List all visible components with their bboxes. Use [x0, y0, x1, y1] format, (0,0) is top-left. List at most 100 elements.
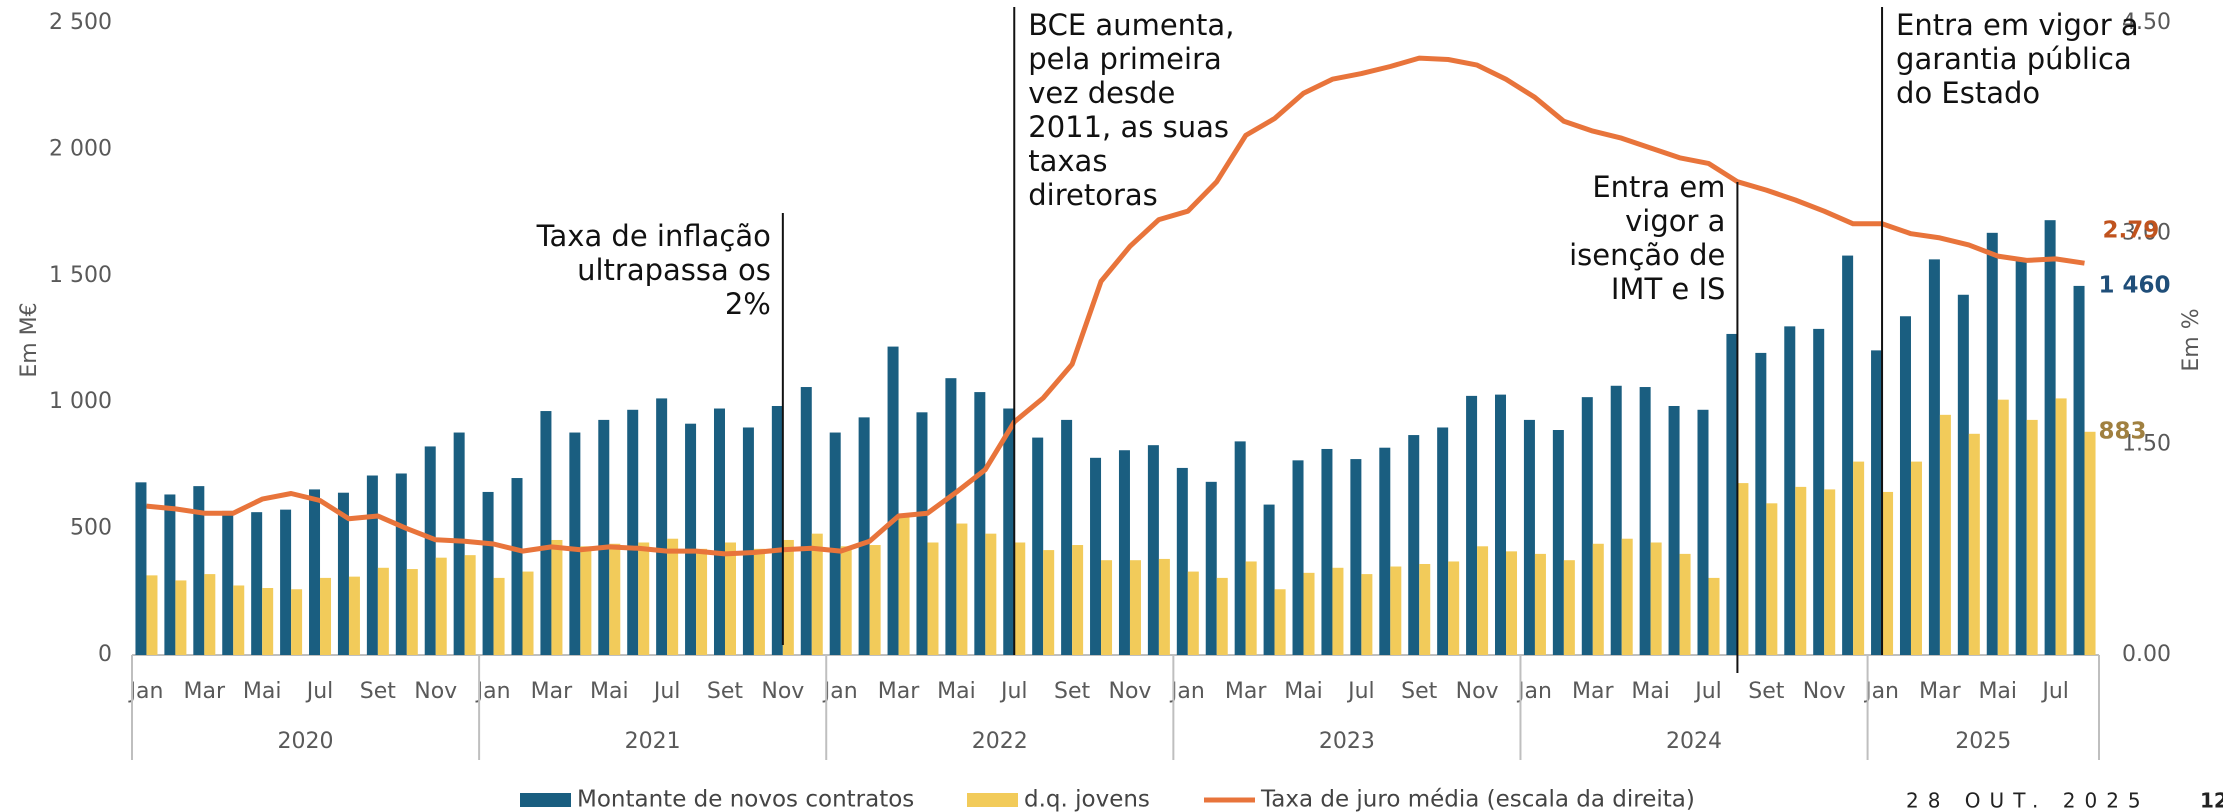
bar	[2026, 419, 2038, 655]
legend-swatch	[520, 793, 571, 807]
bar	[627, 409, 639, 655]
bar	[927, 542, 939, 655]
bar	[493, 577, 505, 655]
y2-tick-label: 0.00	[2122, 642, 2171, 667]
page-number: 12	[2200, 789, 2223, 812]
bar	[222, 510, 234, 655]
legend-label: d.q. jovens	[1024, 787, 1150, 812]
bar	[1361, 574, 1373, 655]
x-tick-label: Mar	[1225, 679, 1267, 704]
bar	[916, 412, 928, 655]
bar	[1523, 419, 1535, 655]
annotation-text: vez desde	[1028, 76, 1175, 110]
x-tick-label: Set	[707, 679, 744, 704]
bar	[1072, 545, 1084, 655]
bar	[280, 509, 292, 655]
bar	[1216, 577, 1228, 655]
bar	[1957, 294, 1969, 655]
bar	[696, 548, 708, 655]
bar	[1263, 504, 1275, 655]
bar	[1495, 394, 1507, 655]
annotation-text: ultrapassa os	[577, 253, 771, 287]
bar	[985, 533, 997, 655]
annotation-text: IMT e IS	[1611, 272, 1726, 306]
y-axis-label: Em M€	[17, 302, 42, 377]
bar	[135, 482, 147, 655]
bar	[406, 569, 418, 655]
year-label: 2024	[1666, 729, 1722, 754]
bar	[435, 557, 447, 655]
bar	[858, 417, 870, 655]
y2-axis-label: Em %	[2179, 308, 2204, 371]
bar	[1292, 460, 1304, 655]
bar	[1737, 483, 1749, 655]
x-tick-label: Jan	[128, 679, 164, 704]
bar	[193, 486, 205, 655]
annotation-text: pela primeira	[1028, 42, 1222, 76]
y-tick-label: 1 500	[49, 263, 112, 288]
bar	[1997, 399, 2009, 655]
value-label: 883	[2099, 418, 2147, 444]
bar	[1176, 467, 1188, 655]
line-series	[146, 55, 2085, 557]
x-tick-label: Mai	[937, 679, 976, 704]
x-tick-label: Set	[360, 679, 397, 704]
bar	[511, 478, 523, 655]
bar	[1506, 551, 1518, 655]
annotation-text: Entra em	[1592, 170, 1725, 204]
bar	[1939, 414, 1951, 655]
x-tick-label: Jul	[999, 679, 1028, 704]
annotation-text: taxas	[1028, 144, 1107, 178]
bar	[1755, 352, 1767, 655]
x-tick-label: Nov	[1456, 679, 1499, 704]
bar	[1842, 255, 1854, 656]
bar	[667, 538, 679, 655]
bar	[1245, 561, 1257, 655]
bar	[1061, 419, 1073, 655]
annotation-text: isenção de	[1569, 238, 1725, 272]
bar	[262, 588, 274, 655]
x-tick-label: Jan	[1863, 679, 1899, 704]
bar	[1379, 447, 1391, 655]
bar	[1090, 457, 1102, 655]
year-label: 2021	[625, 729, 681, 754]
bar	[175, 580, 187, 655]
x-tick-label: Jan	[1516, 679, 1552, 704]
legend-swatch	[967, 793, 1018, 807]
bar	[1610, 385, 1622, 655]
bar	[1639, 387, 1651, 655]
bar	[291, 589, 303, 655]
bar	[1043, 550, 1055, 655]
bar	[1274, 589, 1286, 655]
annotation-text: diretoras	[1028, 178, 1158, 212]
annotation-text: 2011, as suas	[1028, 110, 1229, 144]
bar	[1853, 461, 1865, 655]
annotation-text: garantia pública	[1896, 42, 2132, 76]
bar	[1032, 437, 1044, 655]
bar	[609, 543, 621, 655]
bar	[840, 546, 852, 655]
bar	[464, 555, 476, 655]
bar	[800, 387, 812, 655]
bar	[1350, 459, 1362, 655]
x-tick-label: Set	[1748, 679, 1785, 704]
x-tick-label: Mai	[1631, 679, 1670, 704]
bar	[2015, 258, 2027, 655]
x-tick-label: Jan	[1169, 679, 1205, 704]
annotation-text: 2%	[725, 287, 771, 321]
bar	[1552, 430, 1564, 655]
bar	[713, 408, 725, 655]
bar	[974, 392, 986, 655]
bar	[1234, 441, 1246, 655]
x-tick-label: Set	[1401, 679, 1438, 704]
x-tick-label: Jan	[822, 679, 858, 704]
bar	[1986, 232, 1998, 655]
bar	[366, 475, 378, 655]
year-label: 2020	[278, 729, 334, 754]
bar	[2073, 285, 2085, 655]
bar	[1708, 577, 1720, 655]
bar	[1477, 546, 1489, 655]
bar	[945, 378, 957, 655]
bar	[1697, 409, 1709, 655]
